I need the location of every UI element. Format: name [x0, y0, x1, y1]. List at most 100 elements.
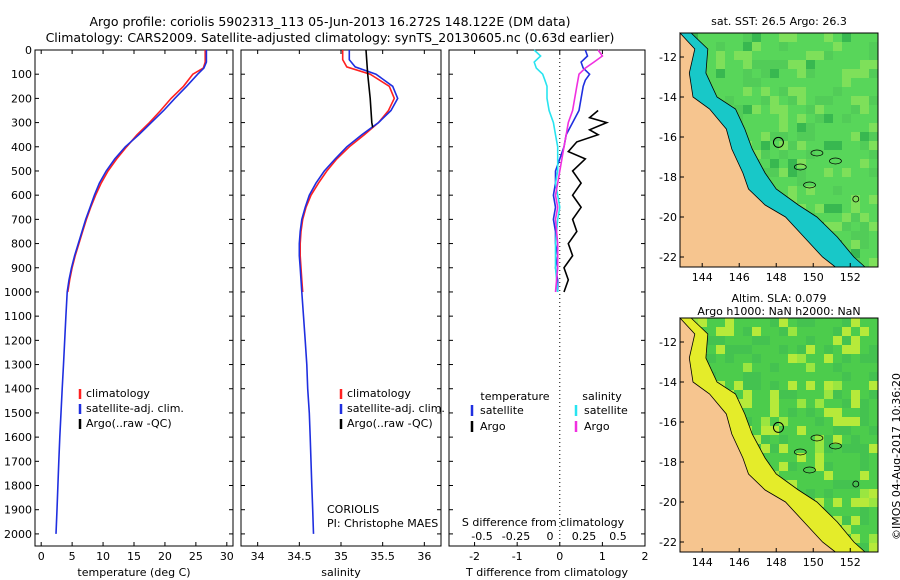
sst-map-argo-marker	[772, 136, 784, 148]
sla-map-field-cell	[833, 516, 842, 525]
sst-map-field-cell	[788, 186, 797, 195]
sla-map-field-cell	[707, 354, 716, 363]
sla-map-field-cell	[779, 327, 788, 336]
sla-map-field-cell	[860, 444, 869, 453]
sst-map-field-cell	[824, 51, 833, 60]
sst-map-field-cell	[833, 186, 842, 195]
sla-map-field-cell	[788, 381, 797, 390]
sla-map-argo-marker	[772, 421, 784, 433]
sst-map-field-cell	[797, 114, 806, 123]
sst-map-lat-label: -14	[659, 91, 677, 104]
sla-map-field-cell	[824, 462, 833, 471]
sst-map-field-cell	[815, 114, 824, 123]
sla-map-field-cell	[806, 489, 815, 498]
sst-map-field-cell	[779, 141, 788, 150]
sst-map-field-cell	[716, 69, 725, 78]
sla-map-lon-label: 152	[840, 556, 861, 569]
sla-map-field-cell	[815, 462, 824, 471]
sst-map-field-cell	[842, 33, 851, 42]
sst-map-field-cell	[725, 96, 734, 105]
sst-map-field-cell	[806, 123, 815, 132]
sst-map-field-cell	[869, 258, 878, 267]
sla-map-field-cell	[860, 507, 869, 516]
sla-map-field-cell	[842, 372, 851, 381]
sst-map-field-cell	[743, 60, 752, 69]
sla-map-field-cell	[806, 363, 815, 372]
sla-map-field-cell	[743, 345, 752, 354]
sla-map-field-cell	[824, 345, 833, 354]
sla-map-title-1: Altim. SLA: 0.079	[731, 292, 827, 305]
sst-map-field-cell	[806, 150, 815, 159]
depth-tick-label: 1600	[4, 431, 32, 444]
sst-map-field-cell	[833, 141, 842, 150]
sla-map-field-cell	[743, 363, 752, 372]
salinity-legend-label: satellite-adj. clim.	[347, 402, 445, 415]
sst-map-reef-outline	[803, 181, 816, 189]
sla-map-field-cell	[842, 426, 851, 435]
sla-map-field-cell	[842, 354, 851, 363]
sst-map-field-cell	[851, 240, 860, 249]
sst-map-field-cell	[860, 69, 869, 78]
sla-map-field-cell	[833, 336, 842, 345]
sst-map-field-cell	[788, 87, 797, 96]
sla-map-field-cell	[806, 381, 815, 390]
sst-map-field-cell	[761, 150, 770, 159]
sst-map-reef-outline	[810, 149, 824, 157]
sla-map-field-cell	[833, 426, 842, 435]
sla-map-field-cell	[770, 390, 779, 399]
sst-map-field-cell	[761, 168, 770, 177]
sst-map-field-cell	[860, 141, 869, 150]
sla-map-frame	[679, 317, 879, 553]
depth-tick-label: 1500	[4, 407, 32, 420]
sla-map-field-cell	[869, 444, 878, 453]
S-diff-tick-label: -0.25	[502, 530, 530, 543]
sla-map-field-cell	[806, 345, 815, 354]
sla-map-field-cell	[752, 381, 761, 390]
sst-map-field-cell	[851, 132, 860, 141]
sla-map-field-cell	[815, 498, 824, 507]
sla-map-field-cell	[851, 435, 860, 444]
sst-map-field-cell	[869, 51, 878, 60]
salinity-legend-label: climatology	[347, 387, 411, 400]
sst-map-field-cell	[860, 105, 869, 114]
sla-map-field-cell	[797, 345, 806, 354]
sst-map-field-cell	[842, 213, 851, 222]
temperature-axes-frame	[34, 49, 234, 547]
depth-tick-label: 900	[11, 262, 32, 275]
sla-map-field-cell	[743, 372, 752, 381]
sst-map-field-cell	[869, 150, 878, 159]
sla-map-field-cell	[851, 345, 860, 354]
sla-map-field-cell	[860, 327, 869, 336]
sla-map-field-cell	[788, 462, 797, 471]
sst-map-frame	[679, 32, 879, 268]
temperature-xtick-label: 30	[220, 550, 234, 563]
sst-map-field-cell	[761, 69, 770, 78]
sla-map-field-cell	[842, 318, 851, 327]
sst-map-field-cell	[806, 69, 815, 78]
sst-map-field-cell	[851, 195, 860, 204]
sla-map-field-cell	[725, 354, 734, 363]
temperature-legend-label: satellite-adj. clim.	[86, 402, 184, 415]
sla-map-field-cell	[869, 498, 878, 507]
sst-map-field-cell	[833, 204, 842, 213]
sla-map-field-cell	[869, 543, 878, 552]
sst-map-field-cell	[779, 150, 788, 159]
sst-map-field-cell	[851, 213, 860, 222]
sst-map-field-cell	[869, 195, 878, 204]
sla-map-land	[679, 316, 837, 553]
sst-map-field-cell	[752, 42, 761, 51]
sst-map-field-cell	[761, 96, 770, 105]
T-diff-tick-label: 2	[642, 550, 649, 563]
sla-map-field-cell	[797, 318, 806, 327]
sst-map-field-cell	[806, 51, 815, 60]
sla-map-field-cell	[716, 336, 725, 345]
sla-map-field-cell	[734, 345, 743, 354]
temperature-xtick-label: 0	[38, 550, 45, 563]
sla-map-field-cell	[725, 327, 734, 336]
sla-map-lon-label: 148	[766, 556, 787, 569]
sla-map-field-cell	[833, 363, 842, 372]
sst-map-lat-label: -12	[659, 51, 677, 64]
sla-map-field-cell	[833, 381, 842, 390]
sst-map-field-cell	[788, 60, 797, 69]
sst-map-field-cell	[824, 168, 833, 177]
